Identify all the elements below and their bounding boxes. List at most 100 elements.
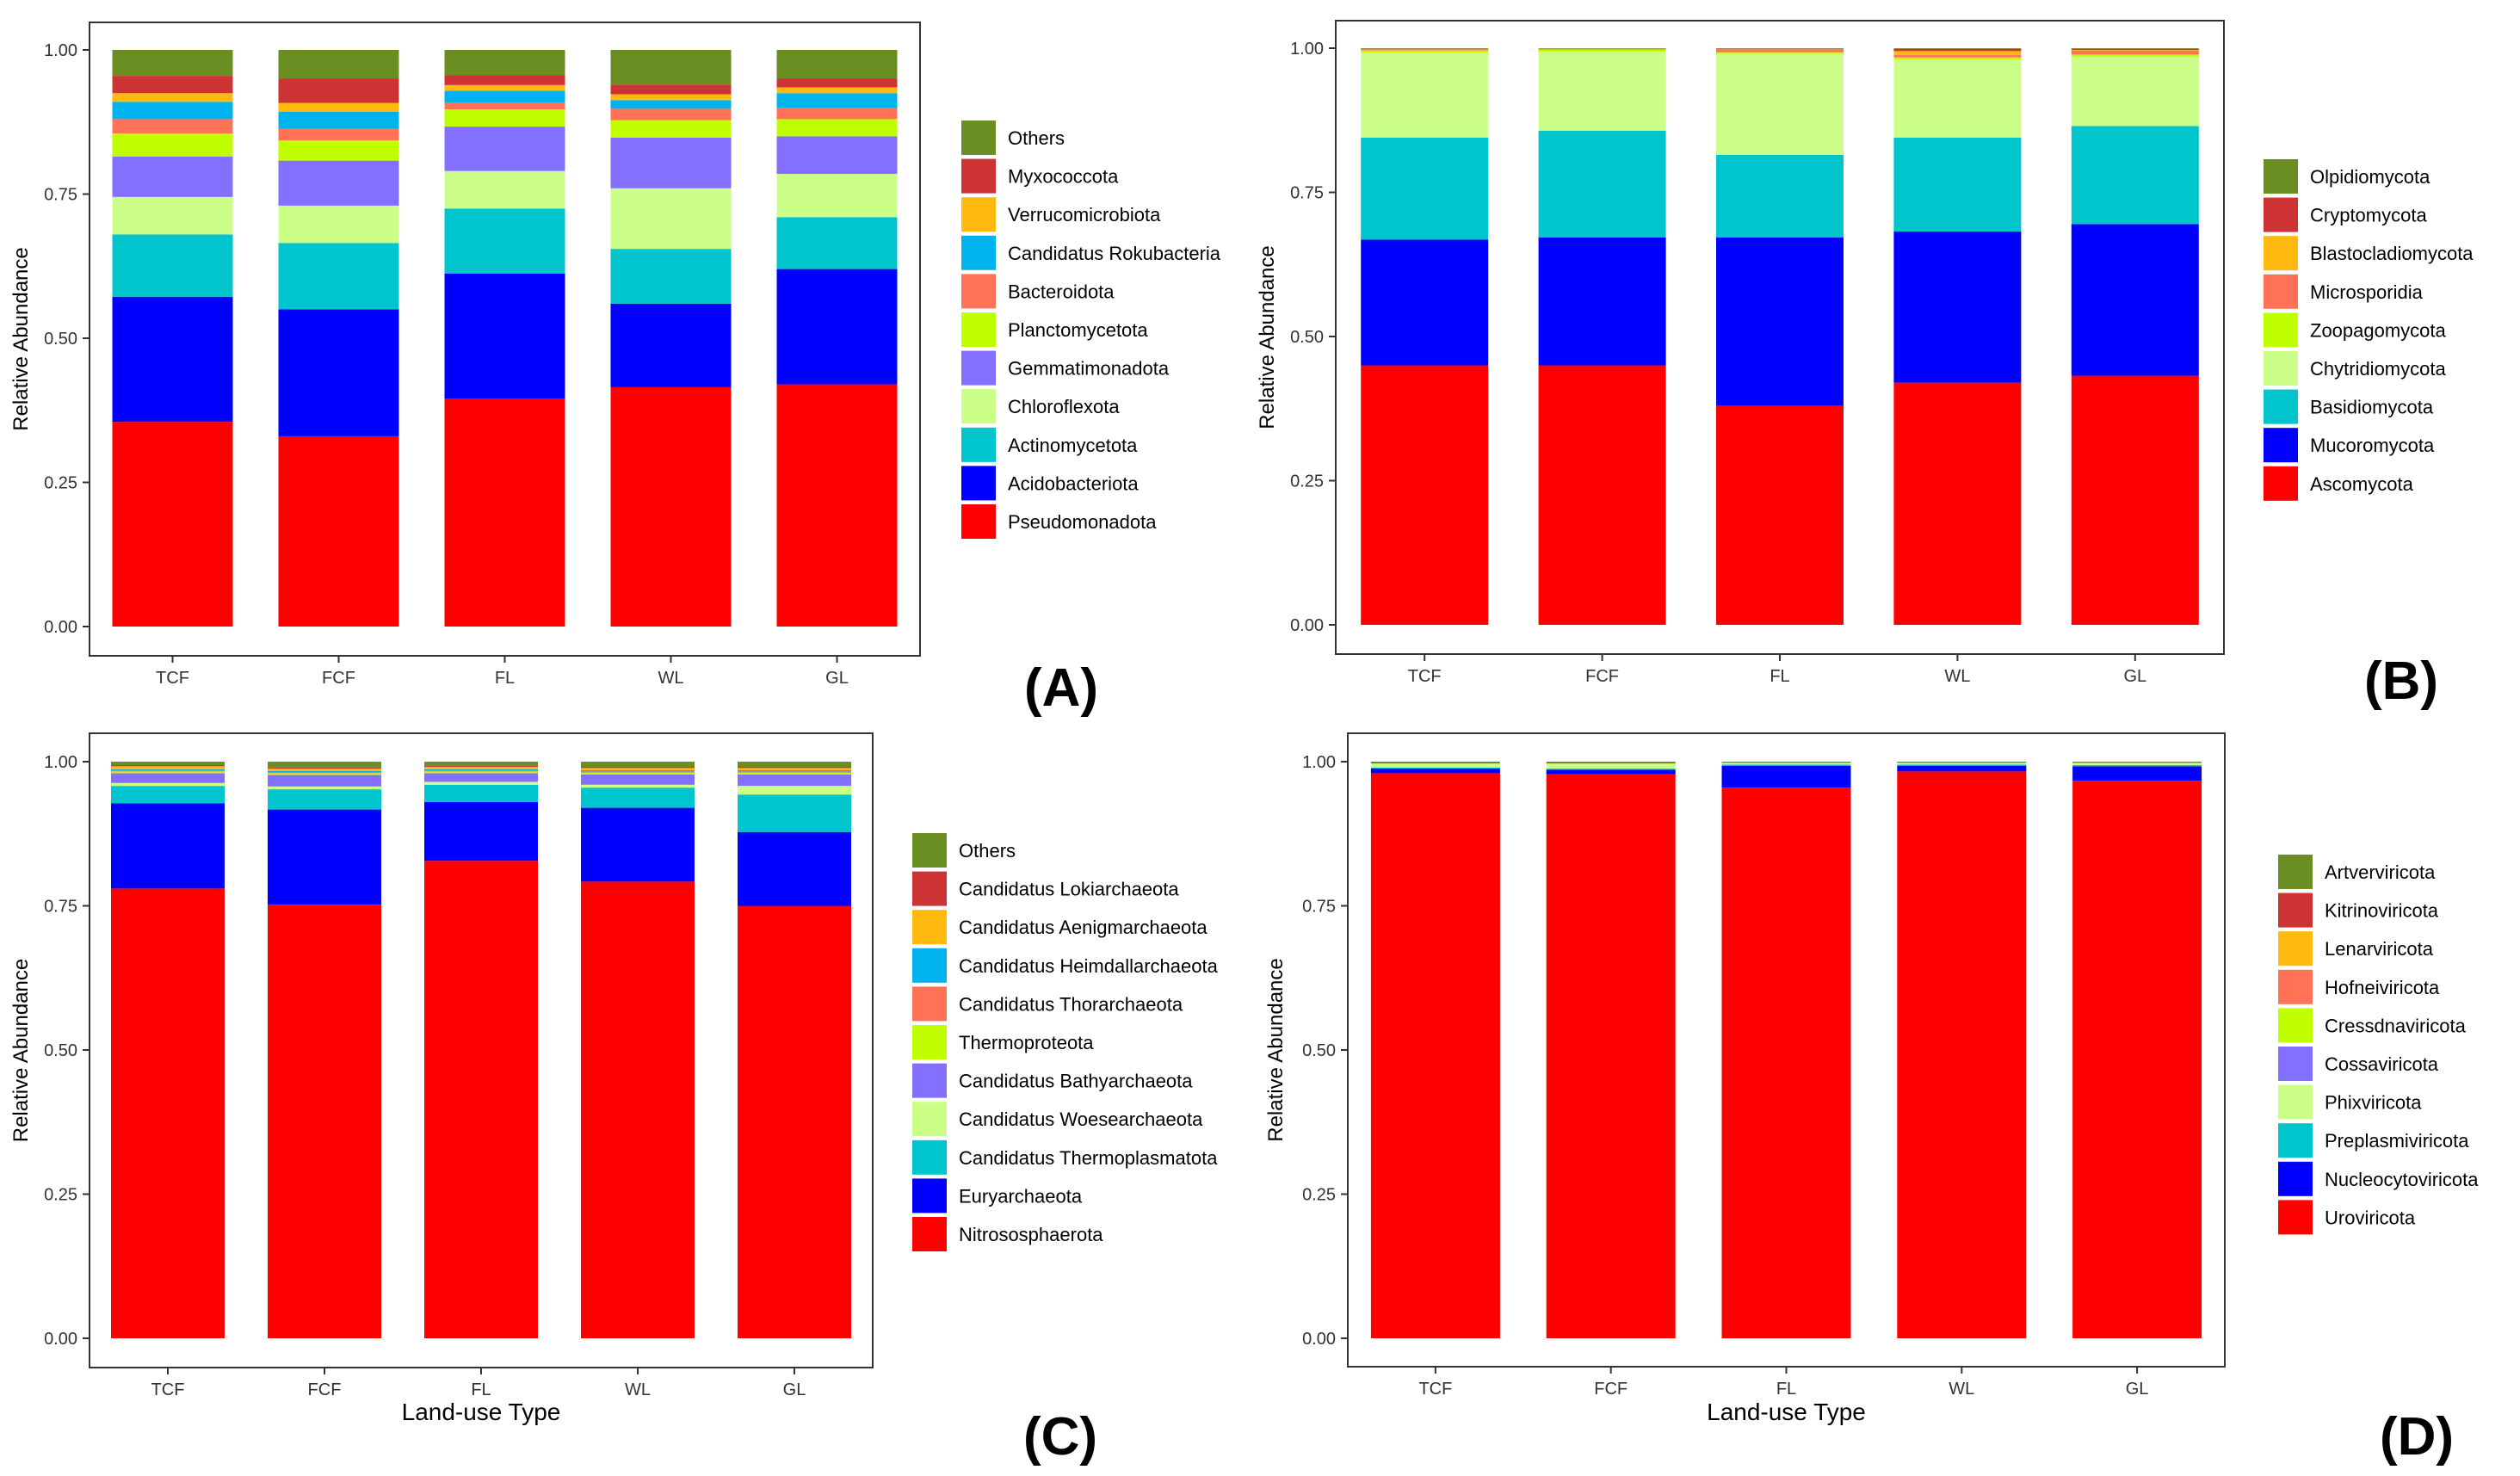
bar-segment-wl-5 xyxy=(610,120,732,138)
legend-label: Ascomycota xyxy=(2310,473,2414,495)
y-tick-label: 1.00 xyxy=(1302,753,1336,772)
bar-segment-tcf-1 xyxy=(1361,239,1489,366)
legend-label: Artverviricota xyxy=(2325,862,2436,883)
bar-segment-fcf-8 xyxy=(268,769,381,771)
bar-segment-wl-9 xyxy=(610,84,732,95)
y-tick-label: 0.25 xyxy=(44,474,77,493)
bar-segment-tcf-8 xyxy=(112,93,233,102)
bar-segment-fl-4 xyxy=(444,127,565,171)
bar-segment-wl-2 xyxy=(1897,764,2027,766)
x-tick-label: GL xyxy=(783,1380,806,1399)
bar-segment-fcf-6 xyxy=(1538,48,1666,50)
bar-segment-fcf-1 xyxy=(268,809,381,905)
bar-segment-fl-0 xyxy=(1716,405,1844,625)
x-tick-label: FCF xyxy=(322,669,355,688)
bar-segment-fcf-5 xyxy=(268,773,381,775)
legend-swatch xyxy=(2264,274,2298,309)
bar-segment-fcf-10 xyxy=(268,762,381,768)
legend-label: Cryptomycota xyxy=(2310,205,2427,226)
legend-label: Chloroflexota xyxy=(1008,396,1120,417)
bar-segment-fcf-5 xyxy=(1538,49,1666,51)
x-axis-label: Land-use Type xyxy=(1707,1399,1866,1425)
bar-segment-wl-0 xyxy=(610,386,732,627)
legend-label: Candidatus Thermoplasmatota xyxy=(959,1147,1218,1169)
legend-label: Chytridiomycota xyxy=(2310,358,2446,380)
bar-segment-gl-10 xyxy=(776,50,898,79)
bar-segment-wl-7 xyxy=(581,770,695,772)
bar-segment-fl-1 xyxy=(444,273,565,399)
bar-segment-gl-4 xyxy=(2071,54,2199,58)
x-tick-label: WL xyxy=(658,669,684,688)
x-tick-label: GL xyxy=(2123,667,2146,686)
bar-segment-fl-6 xyxy=(424,770,538,772)
bar-segment-tcf-5 xyxy=(112,133,233,157)
legend-swatch xyxy=(2278,969,2313,1004)
legend-label: Thermoproteota xyxy=(959,1032,1094,1053)
bar-segment-tcf-1 xyxy=(1370,769,1500,774)
y-tick-label: 0.75 xyxy=(1302,898,1336,917)
bar-segment-wl-10 xyxy=(581,762,695,768)
bar-segment-fl-1 xyxy=(1721,765,1851,788)
bar-segment-wl-8 xyxy=(581,768,695,771)
bar-segment-fcf-6 xyxy=(268,772,381,774)
bar-segment-tcf-4 xyxy=(111,773,225,783)
legend: Artverviricota Kitrinoviricota Lenarvirico… xyxy=(2278,855,2479,1235)
bar-segment-tcf-0 xyxy=(112,422,233,627)
bar-segment-gl-9 xyxy=(738,767,851,769)
bar-segment-fcf-2 xyxy=(268,789,381,810)
legend-swatch xyxy=(961,427,996,462)
bar-segment-gl-3 xyxy=(2072,763,2202,766)
bar-segment-fcf-4 xyxy=(268,775,381,787)
bar-segment-fl-1 xyxy=(424,801,538,862)
legend-label: Hofneiviricota xyxy=(2325,977,2440,998)
legend-swatch xyxy=(2264,197,2298,232)
bar-segment-gl-1 xyxy=(738,831,851,906)
bar-segment-fcf-5 xyxy=(278,140,399,161)
bar-segment-gl-9 xyxy=(2072,762,2202,763)
y-tick-label: 0.25 xyxy=(1302,1186,1336,1205)
bar-segment-tcf-2 xyxy=(1370,767,1500,769)
bar-segment-wl-1 xyxy=(1897,765,2027,772)
x-tick-label: FL xyxy=(1770,667,1789,686)
y-tick-label: 0.50 xyxy=(1290,328,1324,347)
legend-label: Kitrinoviricota xyxy=(2325,900,2439,922)
y-tick-label: 0.00 xyxy=(1290,616,1324,635)
bar-segment-wl-7 xyxy=(610,100,732,109)
bar-segment-fcf-2 xyxy=(278,243,399,310)
bar-segment-fl-4 xyxy=(424,773,538,782)
legend-swatch xyxy=(2278,1008,2313,1043)
legend-label: Others xyxy=(1008,127,1065,149)
bar-segment-tcf-4 xyxy=(1361,50,1489,53)
y-axis-label: Relative Abundance xyxy=(1264,958,1288,1142)
legend-swatch xyxy=(961,466,996,501)
bar-segment-fcf-6 xyxy=(278,128,399,141)
x-tick-label: FCF xyxy=(1585,667,1619,686)
bar-segment-wl-0 xyxy=(1897,771,2027,1338)
y-tick-label: 1.00 xyxy=(44,753,77,772)
bar-segment-wl-1 xyxy=(581,807,695,882)
x-tick-label: FL xyxy=(1776,1380,1796,1399)
y-tick-label: 0.50 xyxy=(44,330,77,349)
bar-segment-gl-5 xyxy=(776,119,898,137)
bar-segment-wl-4 xyxy=(1893,57,2022,60)
bar-segment-wl-0 xyxy=(1893,382,2022,625)
bar-segment-fcf-3 xyxy=(268,786,381,790)
legend-swatch xyxy=(912,1217,947,1251)
bar-segment-tcf-1 xyxy=(112,296,233,423)
bar-segment-fcf-3 xyxy=(278,205,399,244)
legend-swatch xyxy=(2278,1047,2313,1081)
legend: Others Myxococcota Verrucomicrobiota Candid… xyxy=(961,120,1221,539)
legend-swatch xyxy=(2264,466,2298,501)
bar-segment-wl-2 xyxy=(1893,137,2022,232)
legend-label: Candidatus Lokiarchaeota xyxy=(959,879,1179,900)
bar-segment-gl-2 xyxy=(2071,126,2199,225)
x-tick-label: FL xyxy=(495,669,515,688)
bar-segment-tcf-6 xyxy=(1361,49,1489,51)
legend-swatch xyxy=(912,910,947,945)
bar-segment-fl-3 xyxy=(444,170,565,209)
bar-segment-wl-6 xyxy=(1893,51,2022,56)
bar-segment-fcf-1 xyxy=(1538,237,1666,366)
legend-label: Cossaviricota xyxy=(2325,1053,2439,1075)
legend-swatch xyxy=(912,871,947,906)
